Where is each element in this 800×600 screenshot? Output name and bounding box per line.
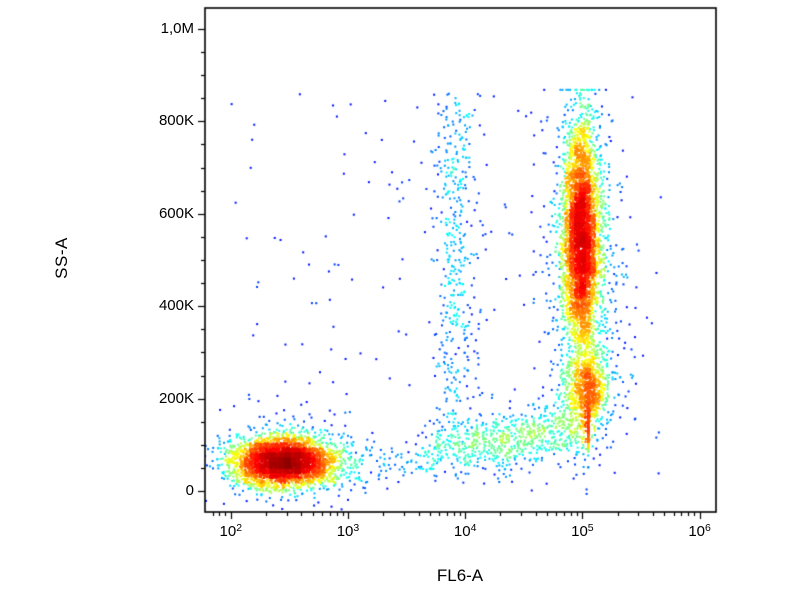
x-tick-exponent: 2: [236, 521, 243, 534]
x-tick-label: 106: [668, 522, 732, 542]
x-tick-exponent: 6: [705, 521, 711, 534]
x-tick-base: 10: [336, 523, 354, 540]
x-tick-base: 10: [219, 523, 237, 540]
x-tick-base: 10: [571, 523, 588, 540]
y-tick-label: 0: [185, 482, 194, 500]
x-tick-label: 105: [550, 522, 614, 542]
x-tick-base: 10: [688, 523, 705, 540]
y-tick-label: 600K: [158, 204, 194, 222]
y-tick-label: 1,0M: [160, 19, 194, 37]
x-tick-exponent: 3: [353, 521, 360, 534]
x-axis-label: FL6-A: [436, 566, 484, 585]
x-tick-exponent: 4: [470, 521, 477, 534]
x-tick-base: 10: [453, 523, 471, 540]
x-tick-label: 102: [199, 522, 263, 542]
x-tick-exponent: 5: [587, 521, 594, 534]
y-tick-label: 800K: [158, 112, 194, 130]
x-tick-label: 104: [433, 522, 497, 542]
y-axis-label: SS-A: [52, 237, 71, 279]
y-tick-label: 400K: [158, 297, 194, 315]
y-tick-label: 200K: [158, 389, 194, 407]
x-tick-label: 103: [316, 522, 380, 542]
